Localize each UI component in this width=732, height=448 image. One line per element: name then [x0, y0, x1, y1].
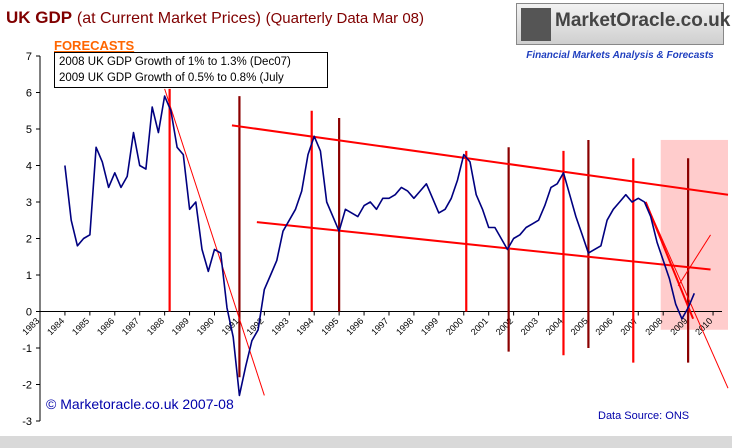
x-tick-label: 1998 [394, 316, 415, 337]
y-tick-label: -2 [22, 380, 32, 392]
trend-line [256, 221, 711, 271]
logo-text: MarketOracle.co.uk [555, 10, 731, 31]
x-tick-label: 1986 [95, 316, 116, 337]
x-tick-label: 2003 [519, 316, 540, 337]
bottom-strip [0, 436, 732, 448]
trend-line [644, 201, 695, 320]
x-tick-label: 2000 [444, 316, 465, 337]
trend-line [164, 88, 265, 396]
gdp-series-line [64, 95, 696, 397]
data-source: Data Source: ONS [598, 410, 690, 422]
logo-subtitle: Financial Markets Analysis & Forecasts [526, 50, 714, 61]
copyright-notice: © Marketoracle.co.uk 2007-08 [46, 396, 234, 412]
y-tick-label: 1 [26, 270, 32, 282]
x-tick-label: 1990 [195, 316, 216, 337]
x-tick-label: 1984 [45, 316, 66, 337]
y-tick-label: 5 [26, 124, 32, 136]
title-market-prices: (at Current Market Prices) [76, 10, 261, 27]
site-logo[interactable]: MarketOracle.co.uk [516, 3, 730, 45]
y-tick-label: 0 [26, 307, 32, 319]
trend-line [677, 234, 711, 287]
title-main: UK GDP [6, 8, 73, 27]
trend-line [645, 201, 729, 389]
x-tick-label: 2005 [569, 316, 590, 337]
y-tick-label: 2 [26, 234, 32, 246]
x-tick-label: 1995 [319, 316, 340, 337]
x-tick-label: 2001 [469, 316, 490, 337]
vertical-marker-layer [168, 88, 690, 378]
chart-title: UK GDP (at Current Market Prices) (Quart… [6, 8, 424, 28]
x-tick-label: 1993 [269, 316, 290, 337]
x-tick-label: 1988 [145, 316, 166, 337]
x-tick-label: 1987 [120, 316, 141, 337]
forecasts-heading: FORECASTS [54, 38, 135, 53]
forecast-zone-layer [660, 139, 728, 330]
series-layer [64, 95, 696, 397]
y-tick-label: -3 [22, 416, 32, 428]
x-tick-label: 2007 [618, 316, 639, 337]
forecast-zone [660, 139, 728, 330]
y-tick-label: 6 [26, 88, 32, 100]
y-tick-label: -1 [22, 343, 32, 355]
x-tick-label: 2002 [494, 316, 515, 337]
forecasts-box: 2008 UK GDP Growth of 1% to 1.3% (Dec07)… [54, 52, 328, 88]
forecast-line-2009: 2009 UK GDP Growth of 0.5% to 0.8% (July [59, 72, 284, 84]
title-quarterly: (Quarterly Data Mar 08) [265, 10, 425, 27]
x-tick-label: 2004 [544, 316, 565, 337]
y-tick-label: 7 [26, 51, 32, 63]
x-tick-label: 1994 [294, 316, 315, 337]
x-tick-label: 1985 [70, 316, 91, 337]
x-tick-label: 1983 [20, 316, 41, 337]
x-tick-label: 1989 [170, 316, 191, 337]
x-tick-label: 1996 [344, 316, 365, 337]
x-tick-label: 1999 [419, 316, 440, 337]
y-tick-label: 4 [26, 161, 32, 173]
x-tick-label: 1997 [369, 316, 390, 337]
forecast-line-2008: 2008 UK GDP Growth of 1% to 1.3% (Dec07) [59, 56, 291, 68]
oracle-statue-icon [521, 8, 551, 41]
y-tick-label: 3 [26, 197, 32, 209]
x-tick-label: 2006 [594, 316, 615, 337]
